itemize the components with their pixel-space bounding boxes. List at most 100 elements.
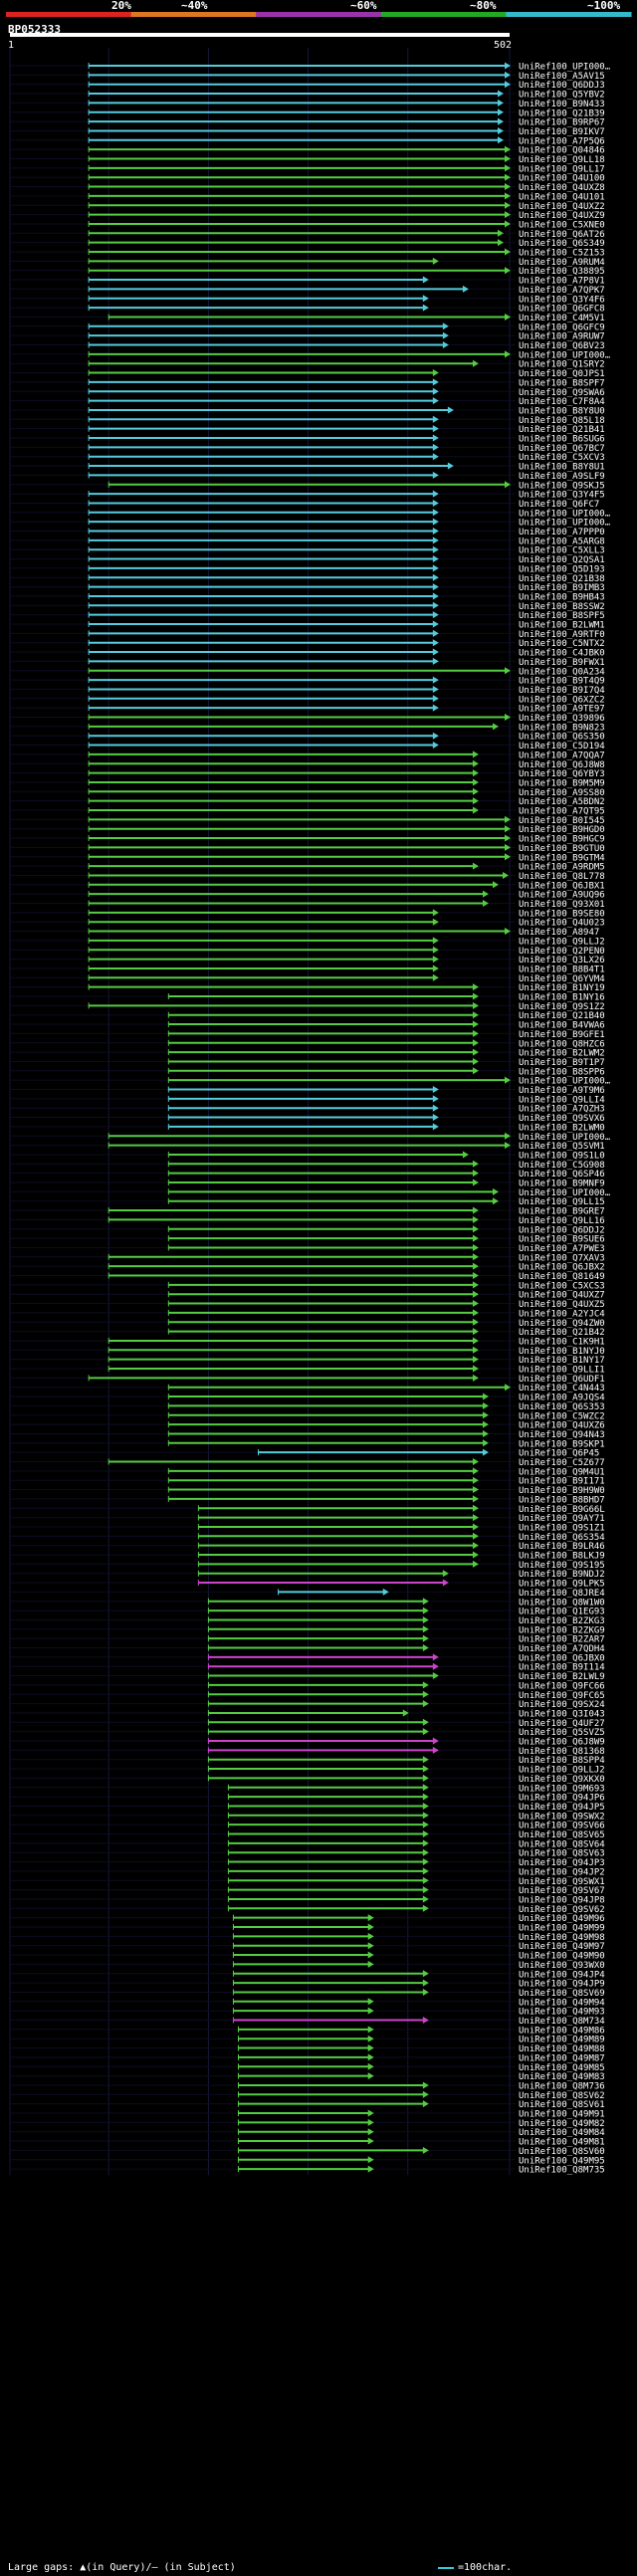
hit-label: UniRef100_Q94ZW0 xyxy=(519,1319,605,1329)
hit-arrow xyxy=(432,1737,439,1745)
hit-label: UniRef100_C1K9H1 xyxy=(519,1337,605,1347)
hit-arrow xyxy=(472,1011,479,1019)
hit-arrow xyxy=(472,806,479,814)
hit-arrow xyxy=(422,2017,429,2024)
hit-arrow xyxy=(492,1187,499,1195)
hit-arrow xyxy=(505,928,511,936)
hit-arrow xyxy=(432,965,439,972)
hit-arrow xyxy=(505,350,511,358)
hit-label: UniRef100_Q9XKX0 xyxy=(519,1775,605,1785)
hit-arrow xyxy=(367,1998,374,2006)
hit-arrow xyxy=(472,1514,479,1522)
hit-arrow xyxy=(472,1290,479,1298)
scale-segment xyxy=(256,12,382,17)
hit-arrow xyxy=(422,1728,429,1736)
hit-arrow xyxy=(482,1401,489,1409)
hit-label: UniRef100_Q93X01 xyxy=(519,900,605,910)
hit-label: UniRef100_Q4UXZ5 xyxy=(519,1300,605,1310)
hit-label: UniRef100_Q38895 xyxy=(519,267,605,277)
hit-label: UniRef100_Q67BC7 xyxy=(519,444,605,454)
hit-arrow xyxy=(422,1867,429,1875)
hit-arrow xyxy=(505,183,511,191)
query-start-tick: 1 xyxy=(8,40,15,51)
hit-arrow xyxy=(472,1523,479,1531)
hit-arrow xyxy=(442,1579,449,1587)
hit-arrow xyxy=(432,909,439,917)
hit-label: UniRef100_Q9S1Z2 xyxy=(519,1002,605,1012)
hit-arrow xyxy=(505,815,511,823)
hit-arrow xyxy=(432,620,439,628)
hit-arrow xyxy=(442,1570,449,1578)
hit-arrow xyxy=(472,1272,479,1279)
hit-arrow xyxy=(367,2137,374,2145)
hit-label: UniRef100_Q39896 xyxy=(519,714,605,724)
hit-label: UniRef100_Q49M89 xyxy=(519,2036,605,2045)
hit-arrow xyxy=(462,285,469,293)
hit-label: UniRef100_Q4UXZ7 xyxy=(519,1291,605,1301)
hit-label: UniRef100_Q93WX0 xyxy=(519,1961,605,1971)
hit-arrow xyxy=(422,1858,429,1866)
hit-arrow xyxy=(432,1086,439,1093)
hit-arrow xyxy=(432,537,439,544)
hit-arrow xyxy=(472,1309,479,1317)
hit-arrow xyxy=(432,1662,439,1670)
hit-arrow xyxy=(505,220,511,228)
hit-label: UniRef100_B2LWM0 xyxy=(519,1123,605,1133)
hit-label: UniRef100_Q3I043 xyxy=(519,1709,605,1719)
hit-arrow xyxy=(432,918,439,926)
hit-arrow xyxy=(432,471,439,479)
hit-label: UniRef100_Q04846 xyxy=(519,146,605,156)
hit-label: UniRef100_B8SPF5 xyxy=(519,611,605,621)
hit-label: UniRef100_B9H9W0 xyxy=(519,1486,605,1496)
hit-arrow xyxy=(422,2146,429,2154)
hit-label: UniRef100_B9N433 xyxy=(519,100,605,109)
hit-label: UniRef100_Q9M693 xyxy=(519,1784,605,1794)
hit-label: UniRef100_A2YJC4 xyxy=(519,1309,605,1319)
hit-label: UniRef100_Q9M4U1 xyxy=(519,1467,605,1477)
hit-arrow xyxy=(442,322,449,330)
hit-label: UniRef100_Q6GFC8 xyxy=(519,305,605,315)
hit-arrow xyxy=(432,1672,439,1680)
hit-label: UniRef100_B9N823 xyxy=(519,723,605,733)
hit-arrow xyxy=(497,229,504,237)
hit-arrow xyxy=(432,704,439,712)
hit-arrow xyxy=(422,1615,429,1623)
hit-arrow xyxy=(367,2044,374,2052)
hit-arrow xyxy=(472,1039,479,1047)
hit-arrow xyxy=(367,1951,374,1959)
hit-arrow xyxy=(472,787,479,795)
hit-arrow xyxy=(472,1551,479,1559)
hit-arrow xyxy=(472,1179,479,1186)
hit-label: UniRef100_B2ZAR7 xyxy=(519,1635,605,1645)
hit-arrow xyxy=(432,648,439,656)
hit-arrow xyxy=(472,1365,479,1373)
hit-label: UniRef100_B9HB43 xyxy=(519,592,605,602)
hit-arrow xyxy=(472,1467,479,1475)
hit-arrow xyxy=(432,1114,439,1122)
hit-label: UniRef100_Q8SV60 xyxy=(519,2147,605,2157)
hit-label: UniRef100_B9T4Q9 xyxy=(519,677,605,687)
hit-arrow xyxy=(432,639,439,647)
hit-label: UniRef100_Q21B42 xyxy=(519,1328,605,1338)
hit-arrow xyxy=(482,1420,489,1428)
hit-arrow xyxy=(497,239,504,247)
hit-label: UniRef100_Q94N43 xyxy=(519,1430,605,1440)
hit-label: UniRef100_UPI000… xyxy=(519,63,611,73)
hit-arrow xyxy=(472,769,479,777)
query-bar xyxy=(10,33,510,37)
hit-label: UniRef100_Q21B38 xyxy=(519,574,605,584)
footer-large-gaps: Large gaps: ▲(in Query)/– (in Subject) xyxy=(8,2562,236,2573)
hit-arrow xyxy=(367,1960,374,1968)
hit-label: UniRef100_B9HGD0 xyxy=(519,825,605,835)
hit-arrow xyxy=(422,1802,429,1810)
hit-label: UniRef100_Q3LX26 xyxy=(519,956,605,966)
hit-label: UniRef100_B9T1P7 xyxy=(519,1058,605,1068)
hit-arrow xyxy=(367,1914,374,1922)
hit-arrow xyxy=(367,2053,374,2061)
hit-label: UniRef100_Q94JP8 xyxy=(519,1895,605,1905)
hit-arrow xyxy=(505,173,511,181)
hit-label: UniRef100_Q21B39 xyxy=(519,108,605,118)
hit-arrow xyxy=(422,1839,429,1847)
hit-label: UniRef100_Q8JRE4 xyxy=(519,1589,605,1599)
